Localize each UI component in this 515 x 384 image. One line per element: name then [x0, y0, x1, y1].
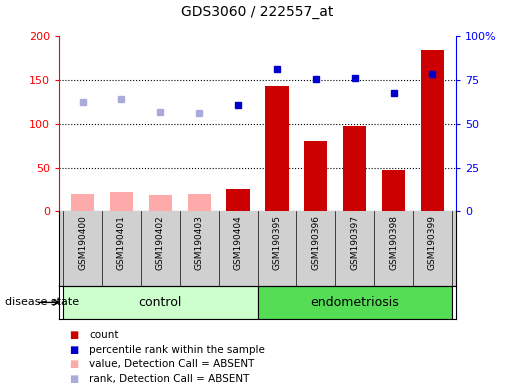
Text: ■: ■ — [70, 345, 79, 355]
Text: ■: ■ — [70, 374, 79, 384]
Bar — [63, 286, 258, 319]
Text: disease state: disease state — [5, 297, 79, 308]
Text: rank, Detection Call = ABSENT: rank, Detection Call = ABSENT — [89, 374, 249, 384]
Bar — [71, 194, 94, 211]
Bar — [421, 50, 444, 211]
Text: percentile rank within the sample: percentile rank within the sample — [89, 345, 265, 355]
Bar — [382, 170, 405, 211]
Text: GSM190400: GSM190400 — [78, 215, 87, 270]
Text: GSM190404: GSM190404 — [234, 215, 243, 270]
Text: GSM190398: GSM190398 — [389, 215, 398, 270]
Bar — [149, 195, 172, 211]
Text: GDS3060 / 222557_at: GDS3060 / 222557_at — [181, 5, 334, 19]
Text: endometriosis: endometriosis — [311, 296, 399, 309]
Bar — [304, 141, 328, 211]
Text: count: count — [89, 330, 118, 340]
Text: GSM190397: GSM190397 — [350, 215, 359, 270]
Text: ■: ■ — [70, 359, 79, 369]
Text: GSM190402: GSM190402 — [156, 215, 165, 270]
Text: ■: ■ — [70, 330, 79, 340]
Bar — [227, 189, 250, 211]
Text: control: control — [139, 296, 182, 309]
Bar — [187, 194, 211, 211]
Bar — [343, 126, 366, 211]
Bar — [110, 192, 133, 211]
Bar — [265, 86, 288, 211]
Text: GSM190401: GSM190401 — [117, 215, 126, 270]
Text: GSM190395: GSM190395 — [272, 215, 281, 270]
Bar — [258, 286, 452, 319]
Text: GSM190399: GSM190399 — [428, 215, 437, 270]
Text: value, Detection Call = ABSENT: value, Detection Call = ABSENT — [89, 359, 254, 369]
Text: GSM190403: GSM190403 — [195, 215, 204, 270]
Text: GSM190396: GSM190396 — [311, 215, 320, 270]
